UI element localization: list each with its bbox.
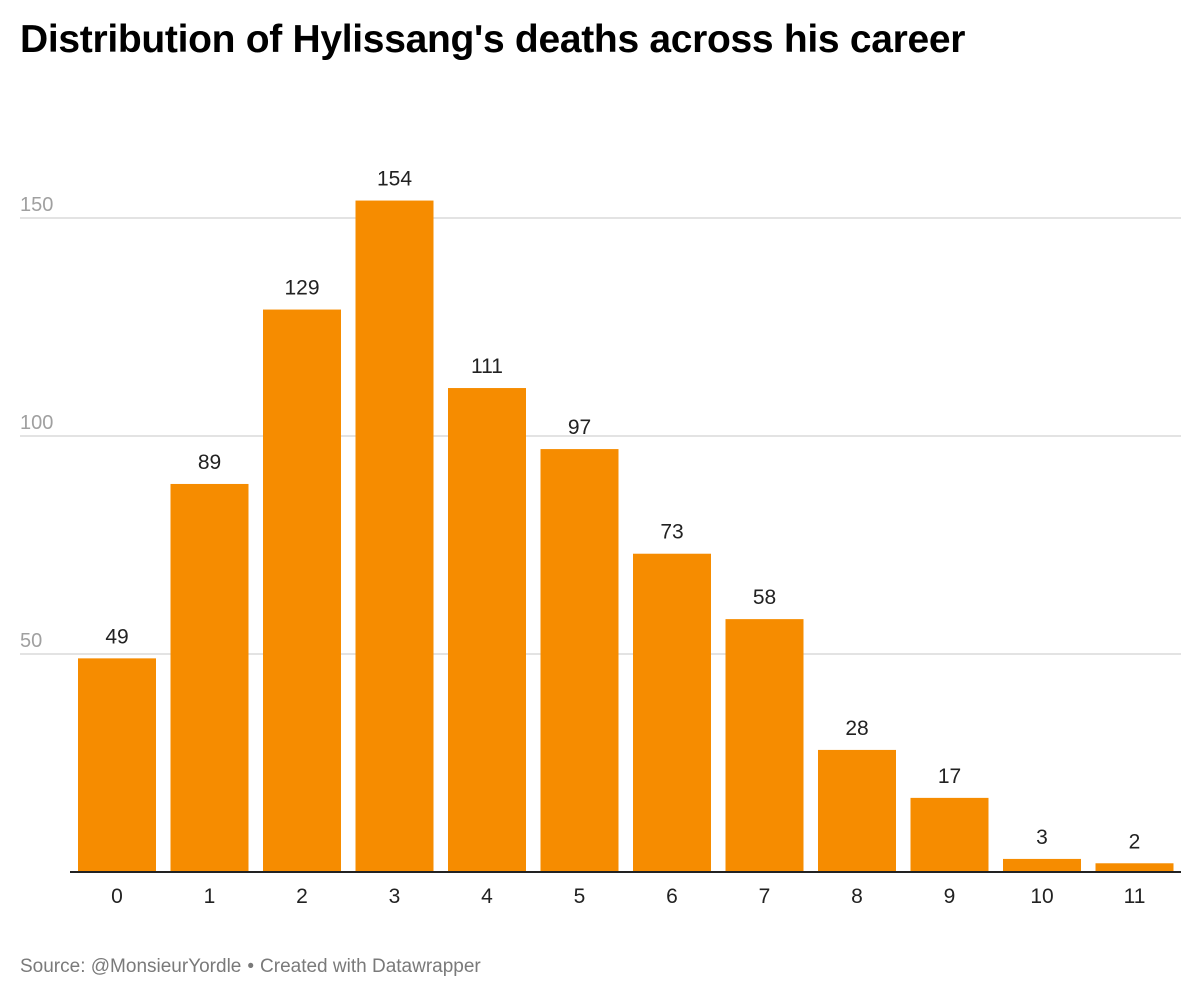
x-tick-label: 9 <box>944 885 956 908</box>
x-tick-label: 7 <box>759 885 771 908</box>
data-label: 2 <box>1129 830 1141 853</box>
y-tick-label: 150 <box>20 194 53 216</box>
bar-2 <box>263 309 341 872</box>
data-label: 49 <box>105 625 128 648</box>
x-tick-label: 8 <box>851 885 863 908</box>
x-tick-label: 2 <box>296 885 308 908</box>
data-label: 3 <box>1036 826 1048 849</box>
bar-5 <box>540 449 619 872</box>
credit-text: Created with Datawrapper <box>260 956 481 977</box>
chart-title: Distribution of Hylissang's deaths acros… <box>20 18 966 61</box>
data-label: 111 <box>471 355 503 378</box>
x-axis-ticks: 0 1 2 3 4 5 6 7 8 9 10 11 <box>111 885 1145 908</box>
data-label: 97 <box>568 416 591 439</box>
bar-7 <box>725 619 804 872</box>
y-axis-ticks: 50 100 150 <box>20 194 53 652</box>
data-label: 17 <box>938 765 961 788</box>
x-tick-label: 0 <box>111 885 123 908</box>
data-label: 129 <box>284 277 319 300</box>
y-tick-label: 100 <box>20 412 53 434</box>
bar-4 <box>448 388 526 872</box>
x-tick-label: 10 <box>1030 885 1053 908</box>
bar-11 <box>1095 863 1174 872</box>
data-label: 154 <box>377 168 412 191</box>
x-tick-label: 1 <box>204 885 216 908</box>
bar-1 <box>170 483 249 872</box>
x-tick-label: 6 <box>666 885 678 908</box>
bar-3 <box>355 200 434 872</box>
bar-6 <box>633 553 711 872</box>
data-label: 73 <box>660 521 683 544</box>
x-tick-label: 11 <box>1124 885 1146 908</box>
chart-footer: Source: @MonsieurYordle • Created with Dat… <box>20 956 481 978</box>
value-labels: 49 89 129 154 111 97 73 58 28 17 3 2 <box>105 168 1140 854</box>
bar-10 <box>1003 858 1081 872</box>
x-tick-label: 4 <box>481 885 493 908</box>
x-tick-label: 5 <box>574 885 586 908</box>
data-label: 89 <box>198 451 221 474</box>
data-label: 58 <box>753 586 776 609</box>
data-label: 28 <box>845 717 868 740</box>
bar-9 <box>910 797 989 872</box>
source-text: Source: @MonsieurYordle <box>20 956 242 977</box>
bar-0 <box>78 658 156 872</box>
x-tick-label: 3 <box>389 885 401 908</box>
y-tick-label: 50 <box>20 630 42 652</box>
footer-separator: • <box>247 956 255 977</box>
bar-8 <box>818 749 896 872</box>
bars <box>78 200 1174 872</box>
